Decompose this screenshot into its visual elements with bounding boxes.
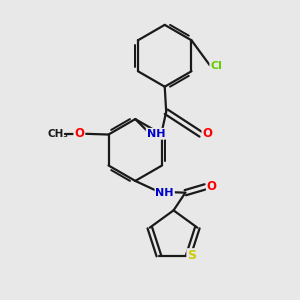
Text: NH: NH [155, 188, 174, 198]
Text: S: S [187, 249, 196, 262]
Text: CH₃: CH₃ [48, 129, 69, 139]
Text: O: O [74, 127, 84, 140]
Text: NH: NH [147, 129, 165, 139]
Text: O: O [207, 180, 217, 193]
Text: O: O [202, 127, 212, 140]
Text: Cl: Cl [210, 61, 222, 71]
